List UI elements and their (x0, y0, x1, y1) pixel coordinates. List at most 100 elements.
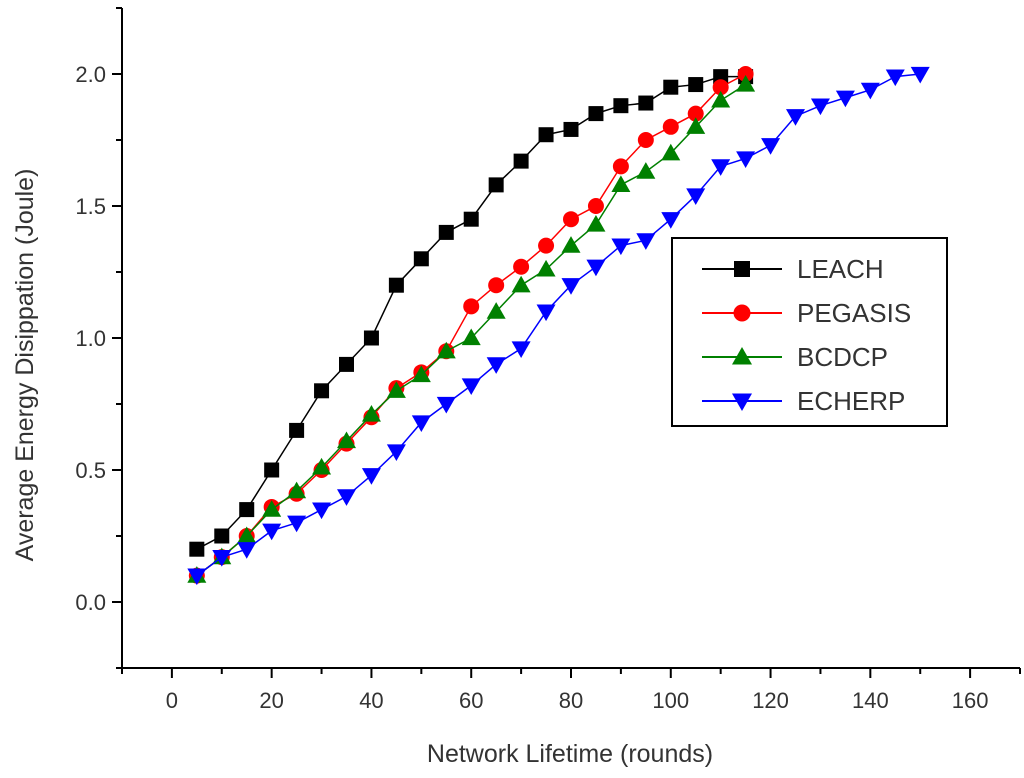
data-point-echerp (386, 444, 406, 462)
data-point-bcdcp (486, 302, 506, 319)
data-point-echerp (860, 82, 880, 100)
y-tick-label: 0.0 (75, 590, 106, 615)
data-point-echerp (910, 66, 930, 84)
data-point-echerp (611, 238, 631, 256)
data-point-leach (613, 98, 629, 114)
data-point-bcdcp (312, 457, 332, 475)
data-point-echerp (312, 502, 332, 520)
data-point-bcdcp (686, 117, 706, 134)
data-point-echerp (212, 549, 232, 567)
data-point-leach (289, 422, 305, 438)
data-point-bcdcp (511, 275, 531, 293)
y-tick-label: 1.5 (75, 194, 106, 219)
x-tick-label: 20 (259, 688, 283, 713)
data-point-echerp (761, 138, 781, 155)
data-point-leach (663, 79, 679, 95)
x-tick-label: 80 (559, 688, 583, 713)
data-point-leach (363, 330, 379, 346)
data-point-leach (688, 77, 704, 93)
data-point-echerp (885, 69, 905, 87)
data-point-bcdcp (436, 341, 456, 359)
data-point-echerp (287, 515, 307, 533)
data-point-bcdcp (661, 143, 681, 161)
x-tick-label: 60 (459, 688, 483, 713)
data-point-pegasis (513, 258, 530, 275)
data-point-pegasis (737, 66, 754, 82)
x-tick-label: 100 (652, 688, 689, 713)
data-point-echerp (586, 259, 606, 277)
series-layer (187, 66, 930, 586)
y-tick-label: 0.5 (75, 458, 106, 483)
legend-item-bcdcp: BCDCP (702, 342, 888, 372)
x-tick-label: 120 (752, 688, 789, 713)
data-point-bcdcp (411, 365, 431, 383)
y-tick-label: 1.0 (75, 326, 106, 351)
x-tick-label: 140 (852, 688, 889, 713)
data-point-leach (438, 224, 454, 240)
data-point-bcdcp (386, 381, 406, 398)
data-point-leach (314, 383, 330, 399)
data-point-leach (388, 277, 404, 293)
data-point-echerp (810, 98, 830, 116)
series-bcdcp (187, 75, 756, 583)
data-point-bcdcp (262, 500, 282, 517)
data-point-bcdcp (361, 405, 381, 422)
data-point-echerp (835, 90, 855, 108)
data-point-bcdcp (536, 259, 556, 277)
data-point-pegasis (488, 277, 505, 294)
data-point-bcdcp (586, 214, 606, 232)
data-point-bcdcp (237, 526, 257, 544)
x-tick-label: 40 (359, 688, 383, 713)
data-point-leach (463, 211, 479, 227)
data-point-pegasis (637, 132, 654, 148)
data-point-leach (189, 541, 205, 557)
data-point-leach (239, 502, 255, 518)
data-point-leach (413, 251, 429, 267)
data-point-echerp (736, 151, 756, 168)
x-tick-label: 0 (166, 688, 178, 713)
data-point-echerp (361, 468, 381, 485)
data-point-bcdcp (736, 75, 756, 92)
legend-label: PEGASIS (797, 298, 911, 328)
data-point-echerp (337, 489, 356, 506)
data-point-bcdcp (711, 90, 731, 108)
data-point-echerp (187, 568, 207, 586)
legend-marker-echerp (732, 393, 752, 411)
data-point-echerp (411, 415, 431, 432)
legend-marker-bcdcp (732, 347, 752, 365)
data-point-echerp (686, 188, 706, 205)
data-point-leach (563, 121, 579, 137)
series-leach (189, 69, 754, 557)
data-point-leach (513, 153, 529, 169)
data-point-echerp (786, 109, 805, 126)
data-point-pegasis (687, 105, 704, 122)
legend-item-echerp: ECHERP (702, 386, 905, 416)
legend-label: LEACH (797, 254, 884, 284)
legend: LEACH PEGASIS BCDCP ECHERP (671, 237, 948, 427)
y-tick-label: 2.0 (75, 62, 106, 87)
data-point-pegasis (612, 158, 629, 175)
data-point-bcdcp (337, 431, 356, 449)
data-point-leach (538, 127, 554, 143)
data-point-leach (339, 356, 354, 372)
data-point-leach (264, 462, 280, 478)
legend-item-pegasis: PEGASIS (702, 298, 911, 328)
data-point-leach (588, 106, 604, 122)
legend-marker-leach (734, 261, 750, 277)
data-point-leach (214, 528, 230, 544)
data-point-pegasis (538, 237, 555, 254)
data-point-leach (638, 95, 654, 111)
legend-item-leach: LEACH (702, 254, 884, 284)
data-point-echerp (511, 341, 531, 359)
y-axis-title: Average Energy Disippation (Joule) (11, 169, 39, 562)
data-point-echerp (561, 278, 581, 295)
series-line-pegasis (196, 73, 746, 577)
axis-ticks: 0 20 40 60 80 100 120 140 160 0.0 0.5 1.0 1.5 2.0 (75, 7, 1021, 713)
data-point-echerp (661, 212, 681, 229)
data-point-echerp (486, 357, 506, 374)
series-echerp (187, 66, 930, 586)
data-point-echerp (436, 396, 456, 414)
legend-marker-pegasis (733, 304, 751, 322)
data-point-echerp (711, 159, 731, 176)
